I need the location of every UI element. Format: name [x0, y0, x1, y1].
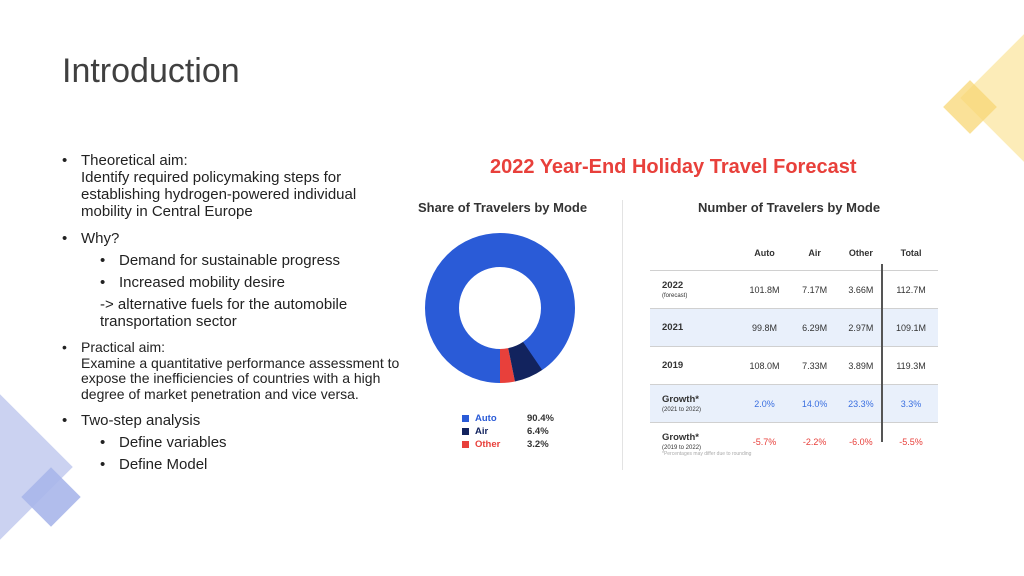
table-row: Growth* (2021 to 2022) 2.0% 14.0% 23.3% 3.3%	[650, 384, 938, 423]
table-cell: -5.7%	[737, 422, 792, 460]
bullet-practical-aim: Practical aim: Examine a quantitative pe…	[62, 339, 402, 402]
table-cell: 23.3%	[837, 384, 885, 423]
legend-item-air: Air 6.4%	[462, 425, 554, 438]
table-cell: 112.7M	[884, 270, 938, 309]
analysis-item-variables: Define variables	[100, 434, 402, 451]
legend-swatch	[462, 415, 469, 422]
table-cell: -2.2%	[791, 422, 838, 460]
legend-value: 3.2%	[527, 439, 549, 450]
table-header-row: Auto Air Other Total	[650, 236, 938, 271]
row-label: Growth* (2021 to 2022)	[650, 384, 738, 423]
number-table-title: Number of Travelers by Mode	[698, 200, 881, 215]
column-header-auto: Auto	[754, 248, 775, 258]
table-cell: 2.97M	[837, 308, 885, 347]
table-vertical-rule	[881, 264, 883, 442]
legend-item-other: Other 3.2%	[462, 438, 554, 451]
table-cell: 7.17M	[791, 270, 838, 309]
table-cell: 3.66M	[837, 270, 885, 309]
legend-label: Air	[475, 426, 489, 437]
legend-value: 6.4%	[527, 426, 549, 437]
table-cell: 7.33M	[791, 346, 838, 385]
bullet-why: Why?	[62, 230, 402, 247]
why-item-mobility: Increased mobility desire	[100, 274, 402, 291]
bullet-theoretical-aim: Theoretical aim: Identify required polic…	[62, 152, 402, 220]
infographic-title: 2022 Year-End Holiday Travel Forecast	[490, 156, 857, 178]
row-sublabel: (2019 to 2022)	[662, 445, 702, 451]
column-header-total: Total	[900, 248, 922, 258]
table-footnote: *Percentages may differ due to rounding	[662, 451, 752, 457]
bullet-two-step-analysis: Two-step analysis	[62, 412, 402, 429]
share-donut-chart	[425, 233, 575, 383]
table-cell: 108.0M	[737, 346, 792, 385]
bullet-list: Theoretical aim: Identify required polic…	[62, 152, 402, 473]
theoretical-aim-text: Identify required policymaking steps for…	[81, 169, 357, 220]
legend-value: 90.4%	[527, 413, 554, 424]
table-cell: -5.5%	[884, 422, 938, 460]
practical-aim-text: Examine a quantitative performance asses…	[81, 354, 400, 402]
legend-swatch	[462, 441, 469, 448]
why-conclusion: -> alternative fuels for the automobile …	[100, 296, 348, 330]
table-cell: 99.8M	[737, 308, 792, 347]
column-header-other: Other	[848, 248, 873, 258]
theoretical-aim-label: Theoretical aim:	[81, 152, 188, 169]
legend-label: Auto	[475, 413, 497, 424]
table-cell: -6.0%	[837, 422, 885, 460]
table-cell: 3.89M	[837, 346, 885, 385]
slide-title: Introduction	[62, 52, 240, 90]
table-cell: 14.0%	[791, 384, 838, 423]
table-row: 2022 (forecast) 101.8M 7.17M 3.66M 112.7M	[650, 270, 938, 309]
panel-divider	[622, 200, 623, 470]
table-row: 2021 99.8M 6.29M 2.97M 109.1M	[650, 308, 938, 347]
row-label: 2019	[650, 346, 738, 385]
legend-swatch	[462, 428, 469, 435]
table-cell: 109.1M	[884, 308, 938, 347]
donut-legend: Auto 90.4% Air 6.4% Other 3.2%	[462, 412, 554, 451]
travel-forecast-infographic: 2022 Year-End Holiday Travel Forecast Sh…	[410, 148, 950, 478]
practical-aim-label: Practical aim:	[81, 339, 166, 355]
table-cell: 3.3%	[884, 384, 938, 423]
row-label: Growth* (2019 to 2022)	[650, 422, 738, 460]
table-cell: 119.3M	[884, 346, 938, 385]
row-sublabel: (forecast)	[662, 293, 688, 299]
donut-slice-auto	[425, 233, 575, 383]
legend-label: Other	[475, 439, 501, 450]
table-row: 2019 108.0M 7.33M 3.89M 119.3M	[650, 346, 938, 385]
column-header-air: Air	[808, 248, 821, 258]
share-chart-title: Share of Travelers by Mode	[418, 200, 588, 215]
row-sublabel: (2021 to 2022)	[662, 407, 702, 413]
table-cell: 6.29M	[791, 308, 838, 347]
travelers-table: Auto Air Other Total 2022 (forecast) 101.8M 7.…	[650, 236, 938, 460]
row-label: 2021	[650, 308, 738, 347]
table-cell: 2.0%	[737, 384, 792, 423]
table-row: Growth* (2019 to 2022) -5.7% -2.2% -6.0% -5.5…	[650, 422, 938, 460]
row-label: 2022 (forecast)	[650, 270, 738, 309]
analysis-item-model: Define Model	[100, 456, 402, 473]
column-header-blank	[650, 236, 738, 271]
table-cell: 101.8M	[737, 270, 792, 309]
legend-item-auto: Auto 90.4%	[462, 412, 554, 425]
why-item-sustainable: Demand for sustainable progress	[100, 252, 402, 269]
